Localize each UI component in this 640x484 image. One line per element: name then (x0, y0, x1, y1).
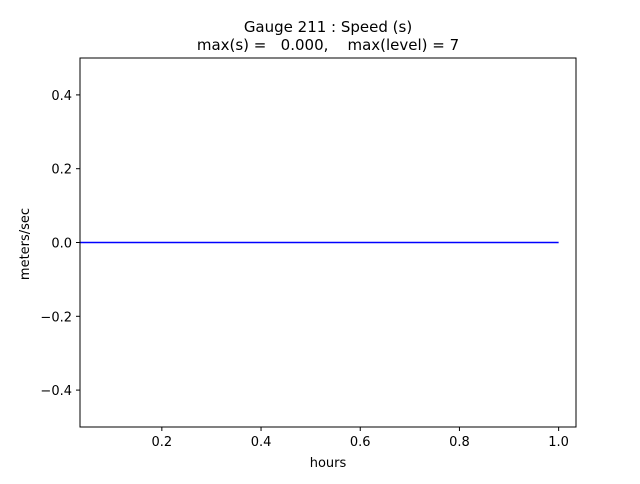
y-tick-label: 0.0 (51, 237, 72, 252)
x-tick-label: 1.0 (548, 435, 569, 450)
x-tick-label: 0.6 (350, 435, 371, 450)
x-tick-label: 0.8 (449, 435, 470, 450)
chart-title-line1: Gauge 211 : Speed (s) (244, 18, 412, 36)
y-tick-label: 0.4 (51, 89, 72, 104)
y-tick-label: −0.4 (40, 384, 72, 399)
y-tick-label: 0.2 (51, 163, 72, 178)
axis-ticks: 0.2 0.4 0.6 0.8 1.0 −0.4 −0.2 0.0 0.2 0.4 (40, 89, 569, 450)
x-tick-label: 0.4 (251, 435, 272, 450)
chart-title-line2: max(s) = 0.000, max(level) = 7 (197, 36, 459, 54)
x-tick-label: 0.2 (151, 435, 172, 450)
y-tick-label: −0.2 (40, 310, 72, 325)
x-axis-label: hours (310, 456, 347, 471)
y-axis-label: meters/sec (18, 208, 33, 280)
